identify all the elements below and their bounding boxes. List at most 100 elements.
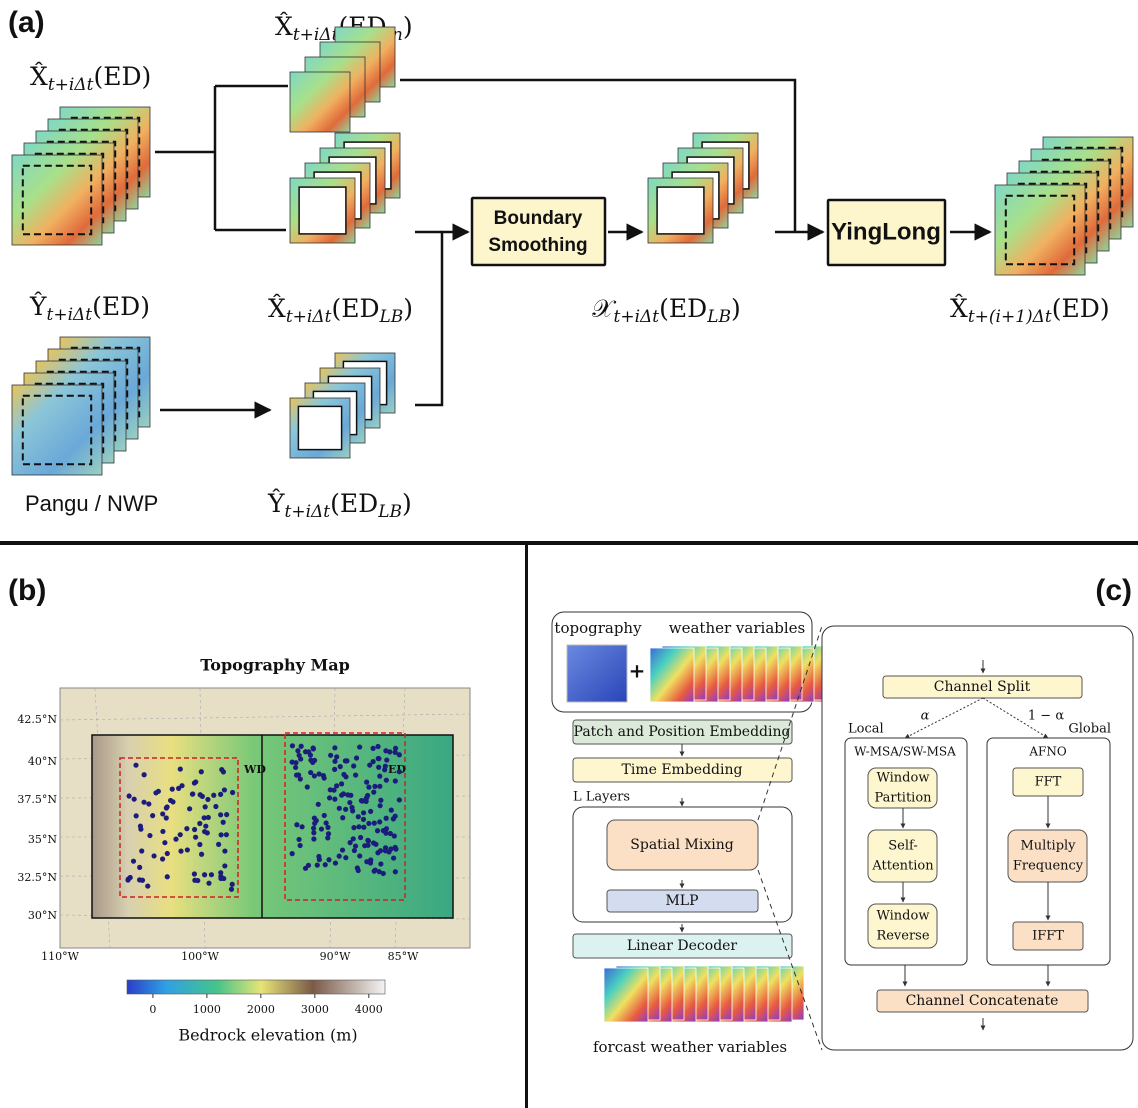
station [230, 790, 235, 795]
op-label: Attention [871, 859, 934, 874]
station [371, 840, 376, 845]
station [184, 826, 189, 831]
station [361, 810, 366, 815]
station [132, 797, 137, 802]
station [202, 815, 207, 820]
station [290, 743, 295, 748]
station [150, 813, 155, 818]
station [334, 754, 339, 759]
station [294, 822, 299, 827]
station [375, 828, 380, 833]
layer-label: Patch and Position Embedding [574, 724, 791, 740]
station [290, 851, 295, 856]
lon-label: 85°W [388, 950, 419, 963]
station [375, 850, 380, 855]
station [376, 756, 381, 761]
station [213, 804, 218, 809]
station [230, 882, 235, 887]
station [222, 863, 227, 868]
colorbar-tick-label: 3000 [301, 1003, 329, 1016]
station [357, 744, 362, 749]
station [371, 790, 376, 795]
station [153, 790, 158, 795]
station [202, 872, 207, 877]
map-title: Topography Map [200, 656, 350, 675]
station [216, 842, 221, 847]
station [358, 835, 363, 840]
topography-image [567, 645, 627, 702]
station [348, 840, 353, 845]
station [134, 813, 139, 818]
output-label: forcast weather variables [593, 1038, 787, 1056]
station [377, 774, 382, 779]
station [351, 825, 356, 830]
lat-label: 35°N [28, 833, 57, 846]
station [343, 758, 348, 763]
lat-label: 32.5°N [17, 871, 57, 884]
lat-label: 42.5°N [17, 713, 57, 726]
station [312, 758, 317, 763]
math-part: X̂ [950, 294, 968, 323]
station [295, 748, 300, 753]
math-part: LB [377, 502, 402, 522]
math-part: LB [706, 307, 731, 327]
lat-label: 30°N [28, 909, 57, 922]
input-label: topography [554, 619, 642, 637]
station [322, 775, 327, 780]
math-part: ) [403, 294, 413, 323]
math-part: t+iΔt [286, 307, 332, 327]
station [354, 755, 359, 760]
station [393, 750, 398, 755]
station [332, 759, 337, 764]
station [165, 874, 170, 879]
math-part: ) [403, 12, 413, 41]
station [138, 824, 143, 829]
lat-label: 37.5°N [17, 793, 57, 806]
math-label: 𝒳t+iΔt(EDLB) [592, 294, 741, 327]
station [133, 763, 138, 768]
station [367, 762, 372, 767]
station [193, 835, 198, 840]
station [147, 833, 152, 838]
figure: (a)X̂t+iΔt(ED)X̂t+iΔt(EDin)X̂t+iΔt(EDLB)… [0, 0, 1138, 1108]
math-part: (ED [659, 294, 707, 323]
station [316, 771, 321, 776]
field-map [12, 385, 102, 475]
station [356, 814, 361, 819]
station [327, 795, 332, 800]
station [352, 848, 357, 853]
station [160, 829, 165, 834]
station [378, 861, 383, 866]
math-label: Ŷt+iΔt(ED) [29, 292, 150, 325]
station [339, 781, 344, 786]
station [141, 800, 146, 805]
station [366, 821, 371, 826]
station [375, 744, 380, 749]
station [192, 871, 197, 876]
station [178, 832, 183, 837]
station [306, 749, 311, 754]
station [128, 875, 133, 880]
branch-title: W-MSA/SW-MSA [854, 745, 956, 759]
station [317, 857, 322, 862]
colorbar [127, 980, 385, 994]
model-label: YingLong [831, 218, 941, 245]
station [376, 765, 381, 770]
source-label: Pangu / NWP [25, 491, 158, 516]
math-part: t+iΔt [48, 75, 94, 95]
math-part: (ED [331, 294, 379, 323]
op-label: Window [877, 771, 930, 786]
station [381, 871, 386, 876]
station [365, 843, 370, 848]
math-part: X̂ [30, 62, 48, 91]
station [224, 812, 229, 817]
op-label: Channel Concatenate [906, 993, 1059, 1009]
region-label: ED [388, 763, 406, 776]
station [353, 772, 358, 777]
station [199, 852, 204, 857]
station [290, 760, 295, 765]
colorbar-tick-label: 0 [149, 1003, 156, 1016]
station [218, 792, 223, 797]
station [341, 791, 346, 796]
station [185, 847, 190, 852]
